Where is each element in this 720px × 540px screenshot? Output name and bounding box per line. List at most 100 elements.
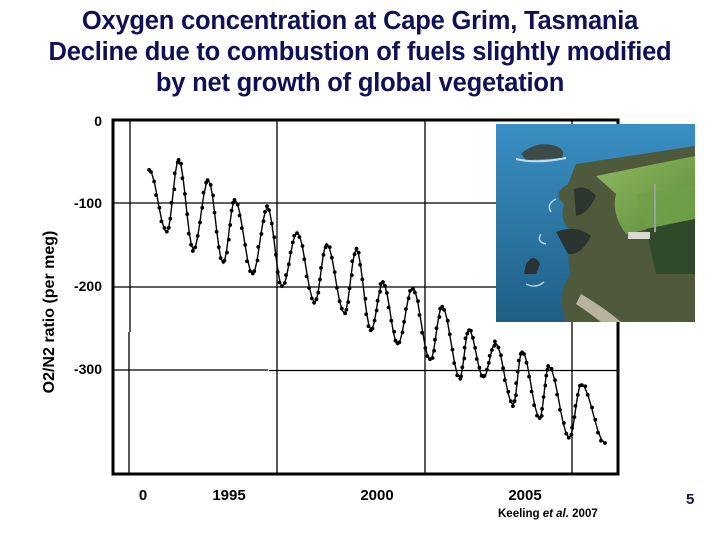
data-point — [211, 193, 216, 198]
x-tick-0: 0 — [138, 487, 148, 504]
data-point — [432, 348, 436, 353]
data-point — [555, 392, 559, 397]
data-point — [280, 284, 284, 289]
data-point — [354, 246, 359, 251]
title-line-2: Decline due to combustion of fuels sligh… — [48, 38, 672, 66]
data-point — [370, 326, 375, 331]
data-point — [152, 179, 157, 184]
data-point — [570, 425, 574, 430]
data-point — [514, 393, 518, 398]
data-point — [307, 286, 311, 290]
data-point — [292, 233, 297, 238]
data-point — [166, 225, 171, 230]
data-point — [413, 290, 417, 295]
data-point — [437, 315, 442, 319]
data-point — [226, 237, 231, 242]
data-point — [474, 357, 479, 361]
y-tick-0: 0 — [94, 113, 102, 129]
data-point — [189, 242, 194, 247]
data-point — [208, 183, 213, 187]
data-point — [190, 249, 195, 253]
data-point — [259, 232, 264, 236]
data-point — [452, 361, 457, 365]
data-point — [350, 259, 355, 264]
data-point — [231, 201, 235, 205]
data-point — [496, 345, 501, 350]
data-point — [469, 328, 473, 333]
data-point — [185, 212, 190, 217]
data-point — [374, 308, 379, 313]
data-point — [493, 339, 497, 344]
data-point — [186, 231, 191, 236]
data-point — [580, 383, 584, 387]
data-point — [593, 417, 598, 422]
data-point — [599, 438, 603, 443]
data-point — [335, 285, 339, 290]
data-point — [329, 255, 334, 260]
data-point — [200, 205, 205, 210]
data-point — [245, 259, 249, 264]
data-point — [229, 208, 234, 213]
data-point — [295, 231, 299, 236]
data-point — [524, 360, 529, 365]
data-point — [400, 330, 405, 335]
data-point — [459, 374, 463, 379]
data-point — [386, 305, 391, 310]
data-point — [201, 190, 206, 195]
photo-illustration — [496, 124, 695, 322]
data-point — [406, 296, 411, 301]
data-point — [573, 404, 578, 408]
data-point — [180, 176, 185, 181]
data-point — [402, 319, 406, 324]
data-point — [318, 277, 322, 282]
data-point — [411, 287, 415, 291]
data-point — [193, 245, 198, 250]
data-point — [228, 223, 233, 227]
data-point — [562, 421, 566, 425]
data-point — [527, 374, 531, 379]
citation-suffix: 2007 — [568, 508, 598, 520]
data-point — [482, 373, 487, 378]
data-point — [212, 210, 217, 215]
data-point — [222, 258, 227, 263]
data-point — [378, 289, 382, 294]
data-point — [511, 404, 515, 408]
data-point — [442, 307, 446, 312]
data-point — [430, 356, 435, 360]
data-point — [569, 432, 574, 437]
data-point — [265, 204, 269, 209]
data-point — [462, 356, 467, 361]
data-point — [332, 270, 337, 274]
data-point — [460, 365, 465, 370]
data-point — [447, 332, 452, 337]
data-point — [358, 262, 362, 267]
data-point — [463, 336, 468, 341]
data-point — [263, 210, 267, 214]
data-point — [297, 235, 302, 240]
data-point — [553, 378, 557, 382]
data-point — [256, 245, 261, 249]
data-point — [425, 354, 430, 359]
data-point — [309, 296, 314, 301]
data-point — [343, 311, 347, 316]
data-point — [195, 234, 200, 238]
data-point — [541, 395, 546, 399]
data-point — [312, 300, 316, 305]
data-point — [214, 229, 219, 234]
data-point — [282, 281, 287, 285]
data-point — [363, 296, 368, 301]
data-point — [516, 358, 521, 363]
data-point — [172, 187, 177, 192]
data-point — [261, 219, 266, 224]
x-tick-2000: 2000 — [360, 487, 394, 504]
data-point — [440, 304, 445, 309]
data-point — [372, 318, 377, 323]
data-point — [383, 283, 387, 288]
data-point — [304, 274, 309, 279]
data-point — [585, 393, 590, 397]
data-point — [172, 171, 177, 176]
data-point — [277, 280, 282, 285]
data-point — [462, 345, 467, 350]
x-tick-2005: 2005 — [508, 487, 542, 504]
y-tick-minus200: -200 — [73, 278, 102, 294]
